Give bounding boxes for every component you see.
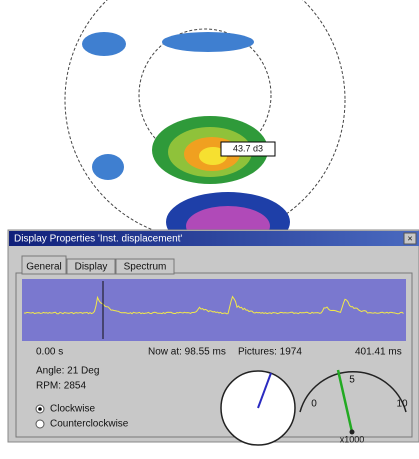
radio-dot [38,407,42,411]
blob [92,154,124,180]
waveform-panel [22,279,406,341]
gauge-label: 5 [349,375,355,386]
rpm-label: RPM: 2854 [36,381,86,392]
blob [82,32,126,56]
window-title: Display Properties 'Inst. displacement' [14,234,182,245]
tab-label[interactable]: General [26,262,62,273]
gauge-label: 10 [396,399,408,410]
marker-label: 43.7 d3 [233,143,263,153]
screen: 43.7 d3 Display Properties 'Inst. displa… [0,0,419,459]
timeline-start: 0.00 s [36,347,63,358]
radio-counterclockwise[interactable] [36,420,44,428]
radio-label[interactable]: Clockwise [50,404,95,415]
close-icon: × [407,233,412,243]
tab-label[interactable]: Display [75,262,108,273]
dialog: Display Properties 'Inst. displacement' … [8,230,419,445]
angle-label: Angle: 21 Deg [36,366,99,377]
timeline-now: Now at: 98.55 ms [148,347,226,358]
gauge-multiplier: x1000 [340,434,365,444]
blob [162,32,254,52]
gauge-label: 0 [311,399,317,410]
timeline-end: 401.41 ms [355,347,402,358]
page: 43.7 d3 Display Properties 'Inst. displa… [0,0,419,459]
timeline-pictures: Pictures: 1974 [238,347,302,358]
radio-label[interactable]: Counterclockwise [50,419,129,430]
tab-label[interactable]: Spectrum [124,262,167,273]
